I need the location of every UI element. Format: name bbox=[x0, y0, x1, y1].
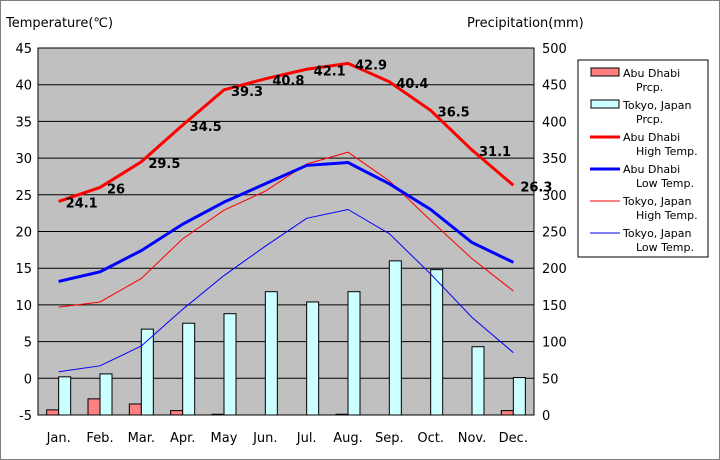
y-left-axis-title: Temperature(℃) bbox=[5, 16, 113, 31]
tokyo-precip-bar bbox=[99, 373, 113, 416]
legend-label-sub: High Temp. bbox=[636, 145, 698, 158]
high-temp-data-label: 40.4 bbox=[396, 77, 428, 92]
legend-box bbox=[577, 59, 709, 258]
legend-swatch bbox=[590, 99, 620, 109]
right-tick-label: 350 bbox=[542, 152, 567, 167]
tokyo-precip-bar bbox=[430, 269, 444, 416]
high-temp-data-label: 29.5 bbox=[148, 157, 180, 172]
high-temp-data-label: 26.3 bbox=[520, 180, 552, 195]
abu-dhabi-precip-bar bbox=[128, 403, 142, 416]
right-tick-label: 400 bbox=[542, 115, 567, 130]
month-label: Mar. bbox=[128, 431, 155, 446]
high-temp-data-label: 34.5 bbox=[190, 120, 222, 135]
right-tick-label: 0 bbox=[542, 409, 550, 424]
legend-swatch bbox=[590, 67, 620, 77]
tokyo-precip-bar bbox=[512, 377, 526, 416]
month-label: Aug. bbox=[333, 431, 363, 446]
high-temp-data-label: 31.1 bbox=[479, 145, 511, 160]
legend-label: Tokyo, Japan bbox=[622, 195, 691, 208]
left-tick-label: 30 bbox=[15, 152, 32, 167]
abu-dhabi-high-temp-line bbox=[58, 61, 515, 203]
tokyo-precip-bar bbox=[347, 291, 361, 416]
high-temp-data-label: 24.1 bbox=[66, 196, 98, 211]
month-label: Feb. bbox=[86, 431, 113, 446]
legend-label-sub: Prcp. bbox=[636, 113, 663, 126]
abu-dhabi-precip-bar bbox=[335, 413, 349, 416]
legend-label-sub: Prcp. bbox=[636, 81, 663, 94]
tokyo-precip-bar bbox=[264, 291, 278, 416]
legend-label-sub: High Temp. bbox=[636, 209, 698, 222]
precipitation-bars bbox=[46, 260, 526, 416]
month-label: Oct. bbox=[417, 431, 444, 446]
month-label: Apr. bbox=[170, 431, 195, 446]
legend-label: Abu Dhabi bbox=[623, 163, 680, 176]
abu-dhabi-precip-bar bbox=[87, 398, 101, 416]
right-tick-label: 300 bbox=[542, 189, 567, 204]
tokyo-precip-bar bbox=[182, 322, 196, 416]
tokyo-precip-bar bbox=[388, 260, 402, 416]
tokyo-precip-bar bbox=[58, 376, 72, 416]
month-label: Dec. bbox=[499, 431, 528, 446]
left-tick-label: 10 bbox=[15, 299, 32, 314]
high-temp-data-labels: 24.1 26 29.5 34.5 39.3 40.8 42.1 42.9 40.4 36.5 31… bbox=[66, 58, 553, 211]
high-temp-data-label: 40.8 bbox=[272, 74, 304, 89]
legend-label: Abu Dhabi bbox=[623, 67, 680, 80]
high-temp-data-label: 39.3 bbox=[231, 85, 263, 100]
left-tick-label: 40 bbox=[15, 79, 32, 94]
abu-dhabi-precip-bar bbox=[46, 409, 60, 416]
left-tick-label: 0 bbox=[24, 372, 32, 387]
right-tick-label: 50 bbox=[542, 372, 559, 387]
tokyo-precip-bar bbox=[140, 328, 154, 416]
abu-dhabi-low-temp-line bbox=[58, 160, 514, 283]
month-label: Jul. bbox=[296, 431, 317, 446]
month-label: Sep. bbox=[375, 431, 404, 446]
left-tick-label: 5 bbox=[24, 336, 32, 351]
legend-label: Abu Dhabi bbox=[623, 131, 680, 144]
right-tick-label: 250 bbox=[542, 226, 567, 241]
right-tick-label: 450 bbox=[542, 79, 567, 94]
y-right-axis-title: Precipitation(mm) bbox=[467, 16, 584, 31]
abu-dhabi-precip-bar bbox=[170, 410, 184, 416]
abu-dhabi-precip-bar bbox=[211, 413, 225, 416]
month-ticks: Jan. Feb. Mar. Apr. May Jun. Jul. Aug. Sep. Oct. N… bbox=[46, 431, 528, 446]
temperature-lines bbox=[58, 61, 515, 373]
left-tick-label: 35 bbox=[15, 115, 32, 130]
right-tick-label: 500 bbox=[542, 42, 567, 57]
month-label: Jun. bbox=[252, 431, 277, 446]
month-label: Jan. bbox=[46, 431, 71, 446]
left-tick-label: -5 bbox=[19, 409, 32, 424]
high-temp-data-label: 42.1 bbox=[314, 64, 346, 79]
gridlines bbox=[38, 84, 534, 379]
right-tick-label: 150 bbox=[542, 299, 567, 314]
tokyo-precip-bar bbox=[306, 301, 320, 416]
tokyo-precip-bar bbox=[471, 346, 485, 416]
legend-label: Tokyo, Japan bbox=[622, 99, 691, 112]
tokyo-japan-low-temp-line bbox=[58, 208, 514, 373]
left-tick-label: 45 bbox=[15, 42, 32, 57]
legend-label-sub: Low Temp. bbox=[636, 177, 694, 190]
abu-dhabi-precip-bar bbox=[500, 410, 514, 416]
high-temp-data-label: 26 bbox=[107, 182, 125, 197]
left-tick-label: 15 bbox=[15, 262, 32, 277]
left-axis-ticks: 45 40 35 30 25 20 15 10 5 0 -5 bbox=[15, 42, 32, 424]
high-temp-data-label: 36.5 bbox=[438, 105, 470, 120]
tokyo-precip-bar bbox=[223, 313, 237, 416]
right-tick-label: 100 bbox=[542, 336, 567, 351]
legend-label: Tokyo, Japan bbox=[622, 227, 691, 240]
month-label: Nov. bbox=[458, 431, 487, 446]
right-tick-label: 200 bbox=[542, 262, 567, 277]
high-temp-data-label: 42.9 bbox=[355, 58, 387, 73]
left-tick-label: 20 bbox=[15, 226, 32, 241]
legend-label-sub: Low Temp. bbox=[636, 241, 694, 254]
left-tick-label: 25 bbox=[15, 189, 32, 204]
month-label: May bbox=[211, 431, 238, 446]
tokyo-japan-high-temp-line bbox=[58, 151, 514, 308]
